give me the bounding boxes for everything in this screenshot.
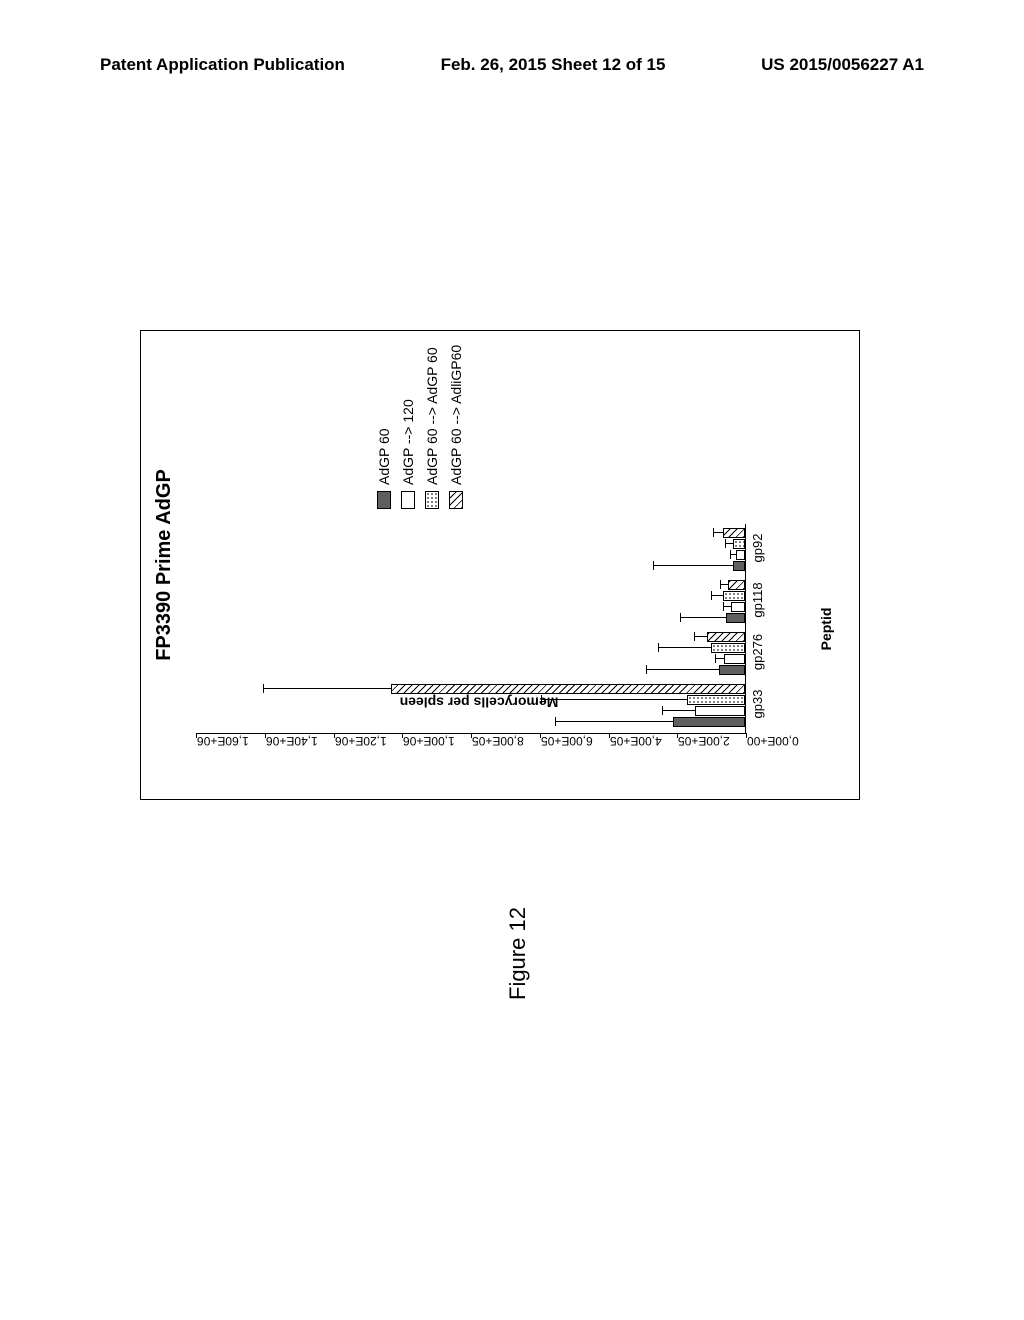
error-cap	[694, 632, 695, 641]
legend-item: AdGP 60	[376, 345, 392, 509]
legend-label: AdGP --> 120	[400, 399, 416, 485]
bar	[695, 706, 745, 716]
y-tick-label: 1,40E+06	[266, 734, 326, 748]
legend-item: AdGP 60 --> AdliGP60	[448, 345, 464, 509]
error-bar	[726, 543, 733, 544]
chart-container: FP3390 Prime AdGP Memorycells per spleen…	[140, 330, 860, 800]
error-bar	[716, 658, 725, 659]
y-tick-label: 6,00E+05	[541, 734, 601, 748]
bar	[723, 591, 745, 601]
error-bar	[714, 532, 723, 533]
bar	[391, 684, 745, 694]
legend: AdGP 60 AdGP --> 120 AdGP 60 --> AdGP 60 Ad…	[376, 345, 472, 509]
bar	[736, 550, 745, 560]
error-cap	[555, 717, 556, 726]
bar	[673, 717, 745, 727]
error-bar	[264, 688, 391, 689]
error-bar	[659, 647, 711, 648]
legend-item: AdGP --> 120	[400, 345, 416, 509]
error-bar	[556, 721, 673, 722]
error-bar	[721, 584, 728, 585]
legend-swatch	[401, 491, 415, 509]
x-tick-label: gp118	[750, 575, 765, 625]
bar	[719, 665, 745, 675]
error-bar	[647, 669, 719, 670]
error-cap	[711, 591, 712, 600]
error-bar	[654, 565, 733, 566]
error-cap	[720, 580, 721, 589]
error-cap	[713, 528, 714, 537]
error-cap	[653, 561, 654, 570]
bar	[733, 561, 745, 571]
bar	[728, 580, 745, 590]
x-axis-label: Peptid	[818, 524, 834, 734]
error-cap	[725, 539, 726, 548]
error-bar	[695, 636, 707, 637]
page-header: Patent Application Publication Feb. 26, …	[0, 55, 1024, 75]
error-bar	[712, 595, 722, 596]
y-tick-label: 1,60E+06	[197, 734, 257, 748]
error-cap	[658, 643, 659, 652]
header-left: Patent Application Publication	[100, 55, 345, 75]
error-cap	[680, 613, 681, 622]
plot-area: 0,00E+002,00E+054,00E+056,00E+058,00E+05…	[196, 524, 746, 734]
legend-label: AdGP 60 --> AdGP 60	[424, 347, 440, 485]
y-tick-label: 4,00E+05	[610, 734, 670, 748]
legend-swatch	[449, 491, 463, 509]
bar	[723, 528, 745, 538]
bar	[726, 613, 745, 623]
error-cap	[541, 695, 542, 704]
x-tick-label: gp276	[750, 627, 765, 677]
figure-caption: Figure 12	[505, 907, 531, 1000]
legend-swatch	[425, 491, 439, 509]
error-bar	[542, 699, 686, 700]
y-tick-label: 1,20E+06	[335, 734, 395, 748]
error-cap	[715, 654, 716, 663]
y-tick-label: 0,00E+00	[747, 734, 807, 748]
error-cap	[646, 665, 647, 674]
x-tick-label: gp33	[750, 679, 765, 729]
header-right: US 2015/0056227 A1	[761, 55, 924, 75]
legend-label: AdGP 60 --> AdliGP60	[448, 345, 464, 485]
error-cap	[730, 550, 731, 559]
error-bar	[681, 617, 726, 618]
bar	[687, 695, 745, 705]
chart-title: FP3390 Prime AdGP	[153, 331, 176, 799]
legend-label: AdGP 60	[376, 428, 392, 485]
legend-swatch	[377, 491, 391, 509]
error-bar	[663, 710, 696, 711]
header-center: Feb. 26, 2015 Sheet 12 of 15	[441, 55, 666, 75]
legend-item: AdGP 60 --> AdGP 60	[424, 345, 440, 509]
bar	[724, 654, 745, 664]
error-cap	[263, 684, 264, 693]
y-tick-label: 8,00E+05	[472, 734, 532, 748]
error-cap	[662, 706, 663, 715]
error-bar	[731, 554, 736, 555]
y-tick-label: 2,00E+05	[678, 734, 738, 748]
error-bar	[724, 606, 731, 607]
bar	[733, 539, 745, 549]
x-tick-label: gp92	[750, 523, 765, 573]
bar	[711, 643, 745, 653]
bar	[731, 602, 745, 612]
chart-body: Memorycells per spleen 0,00E+002,00E+054…	[196, 524, 786, 734]
bar	[707, 632, 745, 642]
y-tick-label: 1,00E+06	[403, 734, 463, 748]
error-cap	[723, 602, 724, 611]
